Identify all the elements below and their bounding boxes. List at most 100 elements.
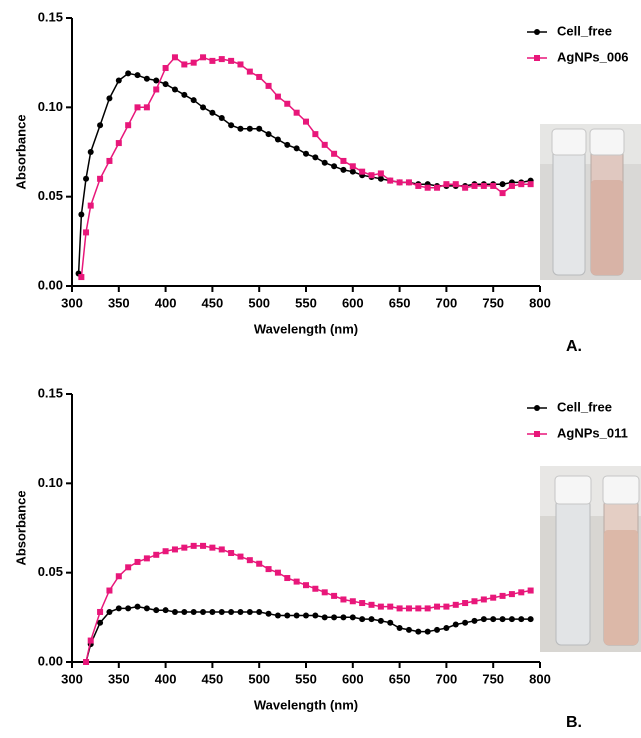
marker (377, 617, 384, 624)
marker (190, 608, 197, 615)
marker (293, 578, 300, 585)
marker (162, 65, 169, 72)
marker (340, 166, 347, 173)
marker (387, 177, 394, 184)
marker (97, 122, 104, 129)
marker (293, 612, 300, 619)
marker (349, 614, 356, 621)
vial-photo (540, 124, 641, 280)
marker (134, 104, 141, 111)
marker (527, 616, 534, 623)
marker (452, 181, 459, 188)
marker (125, 70, 132, 77)
marker (218, 115, 225, 122)
marker (284, 141, 291, 148)
marker (443, 181, 450, 188)
x-tick-label: 750 (482, 295, 504, 310)
marker (237, 553, 244, 560)
marker (405, 605, 412, 612)
marker (331, 163, 338, 170)
marker (312, 154, 319, 161)
marker (415, 628, 422, 635)
marker (462, 600, 469, 607)
marker (490, 616, 497, 623)
y-axis-label: Absorbance (13, 490, 28, 565)
marker (508, 616, 515, 623)
legend-label: Cell_free (557, 399, 612, 414)
marker (246, 68, 253, 75)
x-tick-label: 800 (529, 295, 551, 310)
legend-marker (534, 29, 540, 35)
marker (443, 625, 450, 632)
marker (134, 603, 141, 610)
marker (490, 182, 497, 189)
marker (359, 616, 366, 623)
marker (228, 608, 235, 615)
marker (200, 54, 207, 61)
marker (452, 621, 459, 628)
x-tick-label: 700 (436, 295, 458, 310)
marker (78, 211, 85, 218)
marker (321, 614, 328, 621)
marker (284, 575, 291, 582)
legend-label: AgNPs_011 (557, 425, 628, 440)
marker (115, 77, 122, 84)
marker (83, 659, 90, 665)
marker (246, 608, 253, 615)
marker (415, 605, 422, 612)
marker (87, 202, 94, 209)
marker (265, 82, 272, 89)
marker (83, 175, 90, 182)
marker (274, 612, 281, 619)
x-tick-label: 650 (389, 671, 411, 686)
series-line (80, 56, 531, 278)
marker (396, 179, 403, 186)
marker (377, 603, 384, 610)
x-tick-label: 750 (482, 671, 504, 686)
x-tick-label: 600 (342, 671, 364, 686)
marker (321, 589, 328, 596)
marker (340, 596, 347, 603)
marker (508, 182, 515, 189)
marker (274, 136, 281, 143)
marker (256, 608, 263, 615)
marker (171, 608, 178, 615)
x-tick-label: 450 (202, 671, 224, 686)
marker (87, 637, 94, 644)
marker (87, 149, 94, 155)
marker (200, 608, 207, 615)
marker (331, 592, 338, 599)
marker (368, 601, 375, 608)
marker (162, 607, 169, 614)
legend-marker (534, 55, 540, 61)
marker (209, 57, 216, 64)
marker (181, 91, 188, 98)
marker (434, 603, 441, 610)
marker (153, 551, 160, 558)
x-tick-label: 500 (248, 295, 270, 310)
marker (228, 122, 235, 129)
marker (200, 104, 207, 111)
marker (293, 145, 300, 152)
marker (143, 605, 150, 612)
marker (228, 57, 235, 64)
marker (78, 274, 85, 281)
marker (443, 603, 450, 610)
marker (218, 608, 225, 615)
marker (312, 612, 319, 619)
marker (434, 184, 441, 191)
marker (97, 608, 104, 615)
marker (97, 619, 104, 626)
y-tick-label: 0.00 (38, 277, 63, 292)
legend-label: AgNPs_006 (557, 49, 629, 64)
y-tick-label: 0.15 (38, 9, 63, 24)
x-tick-label: 550 (295, 671, 317, 686)
marker (143, 104, 150, 111)
marker (274, 569, 281, 576)
marker (499, 190, 506, 197)
marker (349, 598, 356, 605)
marker (284, 100, 291, 107)
marker (480, 182, 487, 189)
marker (359, 168, 366, 175)
marker (303, 582, 309, 589)
